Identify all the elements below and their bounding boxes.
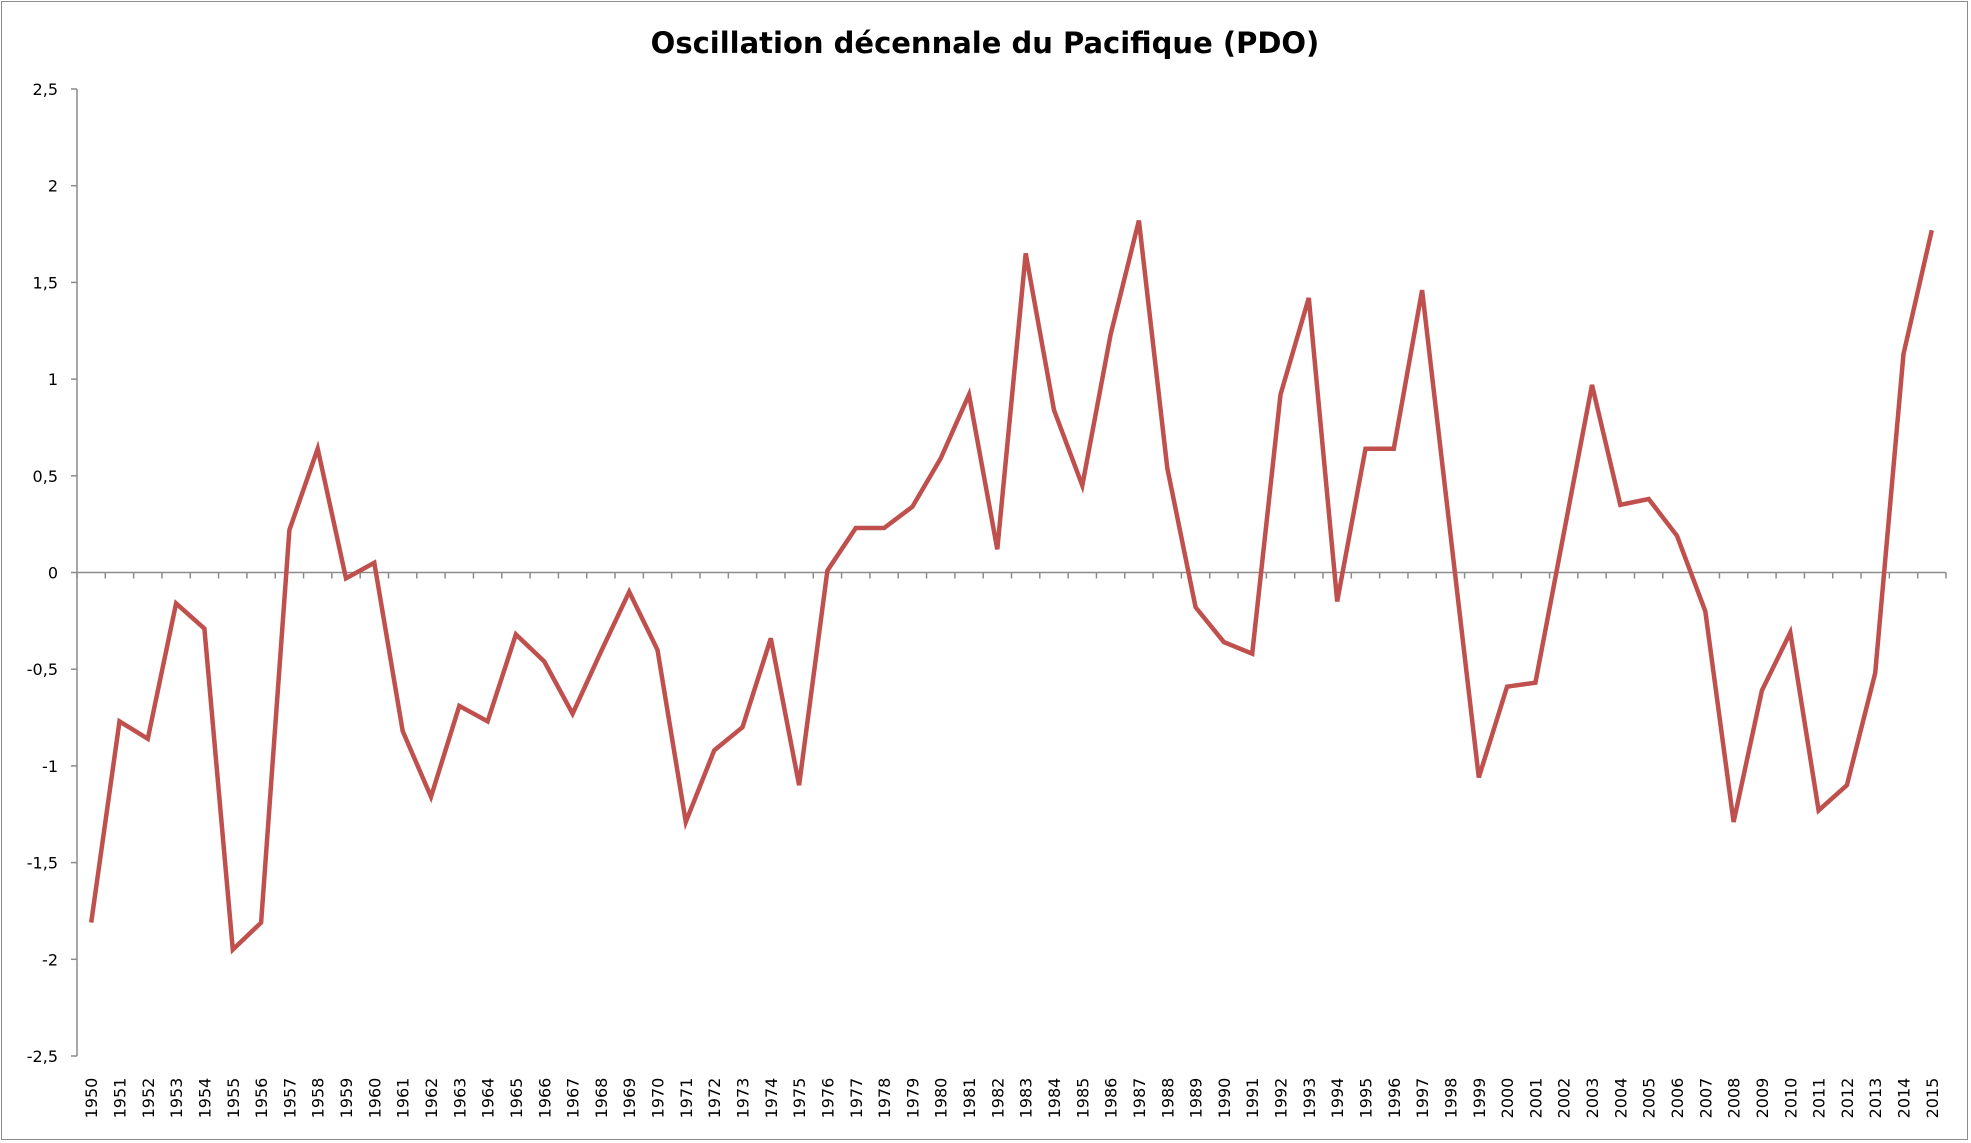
x-tick-label: 1996	[1385, 1078, 1404, 1119]
x-tick-label: 1991	[1243, 1078, 1262, 1119]
x-tick-label: 1998	[1441, 1078, 1460, 1119]
x-tick-label: 1973	[733, 1078, 752, 1119]
x-tick-label: 2013	[1866, 1078, 1885, 1119]
x-tick-label: 1953	[167, 1078, 186, 1119]
x-tick-label: 1956	[252, 1078, 271, 1119]
x-tick-label: 1979	[903, 1078, 922, 1119]
x-tick-label: 2000	[1498, 1078, 1517, 1119]
x-tick-label: 1959	[337, 1078, 356, 1119]
y-tick-label: -1	[42, 757, 58, 776]
x-tick-label: 1994	[1328, 1078, 1347, 1119]
x-tick-label: 1986	[1102, 1078, 1121, 1119]
x-tick-label: 2007	[1696, 1078, 1715, 1119]
x-tick-label: 1964	[479, 1078, 498, 1119]
x-tick-label: 1965	[507, 1078, 526, 1119]
x-tick-label: 2015	[1923, 1078, 1942, 1119]
y-tick-label: 2	[48, 177, 58, 196]
x-tick-label: 2009	[1753, 1078, 1772, 1119]
x-tick-label: 1982	[988, 1078, 1007, 1119]
x-tick-label: 1972	[705, 1078, 724, 1119]
x-tick-label: 2014	[1895, 1078, 1914, 1119]
x-axis: 1950 1951 1952 1953 1954 1955 1956 1957 1958 1959…	[76, 571, 1947, 1119]
x-tick-label: 1985	[1073, 1078, 1092, 1119]
x-tick-label: 1951	[110, 1078, 129, 1119]
x-tick-label: 1992	[1272, 1078, 1291, 1119]
y-tick-label: -2	[42, 950, 58, 969]
x-tick-label: 1967	[564, 1078, 583, 1119]
x-tick-label: 2003	[1583, 1078, 1602, 1119]
x-tick-label: 2010	[1781, 1078, 1800, 1119]
x-tick-label: 1995	[1356, 1078, 1375, 1119]
y-tick-label: 0	[48, 564, 58, 583]
x-tick-label: 2011	[1810, 1078, 1829, 1119]
series-pdo	[88, 219, 1934, 955]
x-tick-label: 1976	[818, 1078, 837, 1119]
x-tick-label: 2002	[1555, 1078, 1574, 1119]
x-tick-label: 1961	[394, 1078, 413, 1119]
x-tick-label: 2006	[1668, 1078, 1687, 1119]
y-tick-label: -1,5	[27, 854, 58, 873]
x-tick-label: 1962	[422, 1078, 441, 1119]
x-tick-label: 1974	[762, 1078, 781, 1119]
series-line	[88, 219, 1934, 955]
x-tick-label: 1960	[365, 1078, 384, 1119]
x-tick-label: 1966	[535, 1078, 554, 1119]
x-tick-label: 1952	[139, 1078, 158, 1119]
x-tick-label: 1987	[1130, 1078, 1149, 1119]
x-tick-label: 1957	[280, 1078, 299, 1119]
x-tick-label: 1981	[960, 1078, 979, 1119]
x-tick-label: 1984	[1045, 1078, 1064, 1119]
y-tick-label: -0,5	[27, 660, 58, 679]
x-tick-label: 2005	[1640, 1078, 1659, 1119]
x-tick-label: 1990	[1215, 1078, 1234, 1119]
y-tick-label: 1,5	[33, 273, 58, 292]
x-tick-label: 1968	[592, 1078, 611, 1119]
x-tick-label: 1977	[847, 1078, 866, 1119]
x-tick-label: 2012	[1838, 1078, 1857, 1119]
x-tick-label: 1971	[677, 1078, 696, 1119]
y-tick-label: 2,5	[33, 80, 58, 99]
x-tick-label: 1955	[224, 1078, 243, 1119]
x-tick-label: 1997	[1413, 1078, 1432, 1119]
y-tick-label: -2,5	[27, 1047, 58, 1066]
x-tick-label: 2001	[1526, 1078, 1545, 1119]
chart-title: Oscillation décennale du Pacifique (PDO)	[651, 26, 1320, 60]
x-tick-label: 1954	[195, 1078, 214, 1119]
x-tick-label: 2008	[1725, 1078, 1744, 1119]
x-tick-label: 1978	[875, 1078, 894, 1119]
y-tick-label: 1	[48, 370, 58, 389]
x-tick-label: 1989	[1187, 1078, 1206, 1119]
x-tick-label: 1999	[1470, 1078, 1489, 1119]
y-axis: -2,5 -2 -1,5 -1 -0,5 0 0,5 1 1,5 2 2,5	[27, 80, 78, 1066]
x-tick-label: 1970	[649, 1078, 668, 1119]
x-tick-label: 1958	[309, 1078, 328, 1119]
x-tick-label: 1950	[82, 1078, 101, 1119]
x-tick-label: 1969	[620, 1078, 639, 1119]
x-tick-label: 1993	[1300, 1078, 1319, 1119]
x-tick-label: 1975	[790, 1078, 809, 1119]
x-tick-label: 1988	[1158, 1078, 1177, 1119]
x-tick-label: 1980	[932, 1078, 951, 1119]
x-tick-label: 1963	[450, 1078, 469, 1119]
x-tick-label: 2004	[1611, 1078, 1630, 1119]
y-tick-label: 0,5	[33, 467, 58, 486]
x-tick-label: 1983	[1017, 1078, 1036, 1119]
